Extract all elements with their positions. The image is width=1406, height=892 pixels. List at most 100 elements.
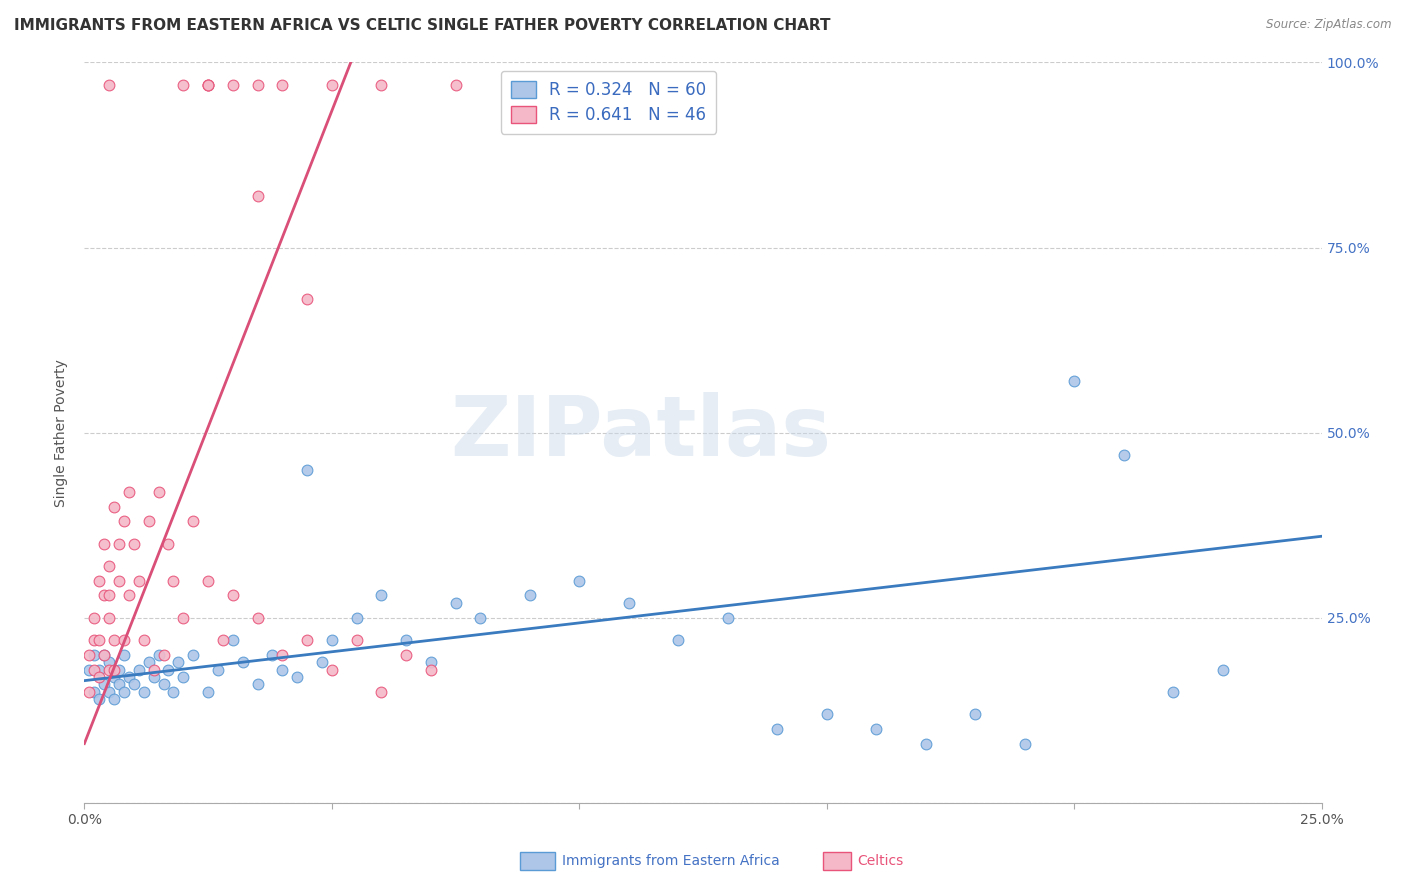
- Point: [181, 648, 204, 662]
- Point: [370, 78, 392, 92]
- Point: [148, 484, 170, 499]
- Y-axis label: Single Father Poverty: Single Father Poverty: [55, 359, 69, 507]
- Point: [103, 670, 125, 684]
- Point: [103, 692, 125, 706]
- Point: [89, 574, 111, 588]
- Point: [138, 515, 160, 529]
- Point: [965, 706, 987, 721]
- Point: [108, 663, 131, 677]
- Point: [112, 648, 135, 662]
- Point: [1063, 374, 1085, 388]
- Point: [93, 589, 115, 603]
- Point: [172, 670, 194, 684]
- Point: [93, 677, 115, 691]
- Point: [79, 663, 101, 677]
- Point: [79, 685, 101, 699]
- Point: [246, 188, 269, 202]
- Point: [197, 574, 219, 588]
- Point: [118, 484, 141, 499]
- Text: Celtics: Celtics: [858, 854, 904, 868]
- Point: [98, 655, 121, 669]
- Point: [108, 677, 131, 691]
- Point: [666, 632, 689, 647]
- Point: [444, 78, 467, 92]
- Point: [370, 685, 392, 699]
- Point: [157, 663, 180, 677]
- Point: [321, 663, 343, 677]
- Point: [617, 596, 640, 610]
- Text: IMMIGRANTS FROM EASTERN AFRICA VS CELTIC SINGLE FATHER POVERTY CORRELATION CHART: IMMIGRANTS FROM EASTERN AFRICA VS CELTIC…: [14, 18, 831, 33]
- Point: [148, 648, 170, 662]
- Point: [89, 632, 111, 647]
- Point: [1112, 448, 1135, 462]
- Point: [271, 663, 294, 677]
- Point: [321, 78, 343, 92]
- Text: Immigrants from Eastern Africa: Immigrants from Eastern Africa: [562, 854, 780, 868]
- Point: [83, 648, 105, 662]
- Point: [271, 648, 294, 662]
- Point: [108, 574, 131, 588]
- Point: [232, 655, 254, 669]
- Point: [285, 670, 308, 684]
- Point: [1014, 737, 1036, 751]
- Point: [112, 685, 135, 699]
- Point: [311, 655, 333, 669]
- Point: [321, 632, 343, 647]
- Point: [197, 78, 219, 92]
- Point: [444, 596, 467, 610]
- Point: [370, 589, 392, 603]
- Point: [98, 685, 121, 699]
- Point: [295, 462, 318, 476]
- Point: [142, 663, 165, 677]
- Point: [172, 78, 194, 92]
- Point: [395, 632, 418, 647]
- Point: [83, 610, 105, 624]
- Point: [197, 78, 219, 92]
- Text: ZIPatlas: ZIPatlas: [451, 392, 831, 473]
- Point: [914, 737, 936, 751]
- Point: [346, 610, 368, 624]
- Point: [162, 574, 184, 588]
- Point: [93, 648, 115, 662]
- Point: [346, 632, 368, 647]
- Point: [519, 589, 541, 603]
- Point: [93, 648, 115, 662]
- Point: [89, 692, 111, 706]
- Point: [83, 685, 105, 699]
- Point: [98, 558, 121, 573]
- Text: Source: ZipAtlas.com: Source: ZipAtlas.com: [1267, 18, 1392, 31]
- Point: [89, 670, 111, 684]
- Point: [1212, 663, 1234, 677]
- Point: [470, 610, 492, 624]
- Point: [122, 677, 145, 691]
- Point: [83, 663, 105, 677]
- Point: [766, 722, 789, 736]
- Point: [419, 663, 441, 677]
- Point: [295, 293, 318, 307]
- Point: [112, 515, 135, 529]
- Point: [98, 589, 121, 603]
- Point: [222, 78, 245, 92]
- Point: [132, 685, 155, 699]
- Point: [271, 78, 294, 92]
- Point: [717, 610, 740, 624]
- Point: [118, 589, 141, 603]
- Point: [103, 500, 125, 514]
- Point: [222, 632, 245, 647]
- Point: [152, 648, 174, 662]
- Point: [568, 574, 591, 588]
- Point: [138, 655, 160, 669]
- Point: [246, 610, 269, 624]
- Point: [122, 536, 145, 550]
- Point: [89, 663, 111, 677]
- Point: [212, 632, 235, 647]
- Point: [103, 632, 125, 647]
- Point: [222, 589, 245, 603]
- Point: [207, 663, 229, 677]
- Point: [246, 677, 269, 691]
- Point: [83, 632, 105, 647]
- Point: [128, 663, 150, 677]
- Point: [162, 685, 184, 699]
- Point: [98, 78, 121, 92]
- Point: [167, 655, 190, 669]
